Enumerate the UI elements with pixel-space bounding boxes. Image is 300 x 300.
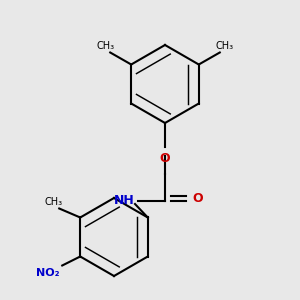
Text: NO₂: NO₂ (36, 268, 59, 278)
Text: CH₃: CH₃ (97, 41, 115, 51)
Text: CH₃: CH₃ (44, 197, 62, 207)
Text: O: O (160, 152, 170, 164)
Text: NH: NH (114, 194, 135, 208)
Text: O: O (192, 192, 202, 206)
Text: CH₃: CH₃ (215, 41, 233, 51)
